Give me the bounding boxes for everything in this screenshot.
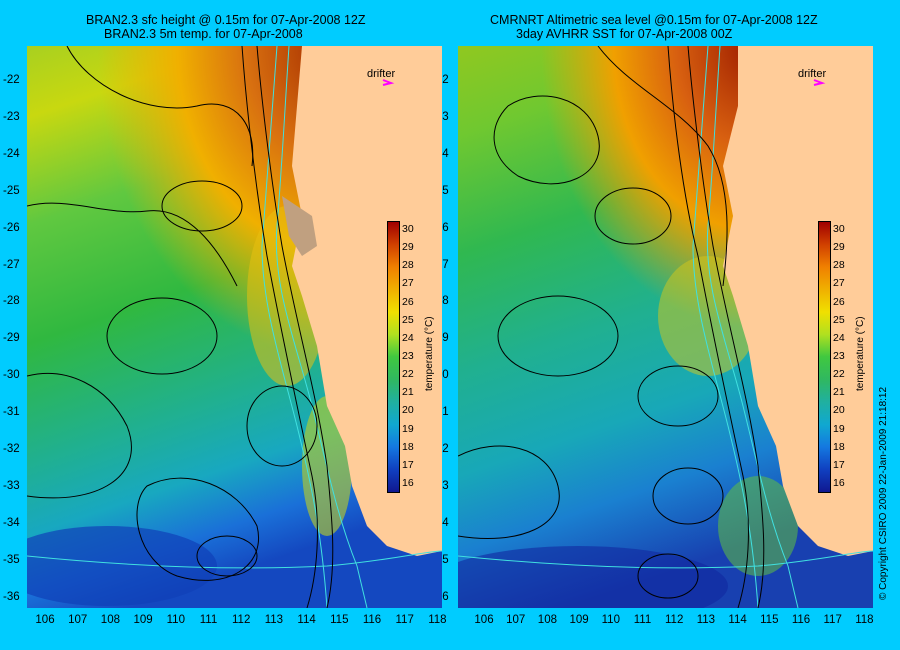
lat-tick-label: -27 bbox=[3, 258, 20, 271]
right-drifter-label: drifter bbox=[798, 68, 826, 80]
colorbar-tick-label: 28 bbox=[402, 259, 414, 272]
left-map-canvas: drifter bbox=[27, 46, 442, 608]
right-colorbar bbox=[818, 221, 831, 493]
lat-tick-label: -22 bbox=[3, 74, 20, 86]
right-drifter-icon bbox=[813, 79, 826, 86]
lat-tick-label: -35 bbox=[3, 553, 20, 566]
right-map-canvas: drifter bbox=[458, 46, 873, 608]
colorbar-tick-label: 28 bbox=[833, 259, 845, 272]
lat-tick-label: -32 bbox=[3, 443, 20, 455]
left-map-title-1: BRAN2.3 sfc height @ 0.15m for 07-Apr-20… bbox=[86, 13, 366, 27]
colorbar-tick-label: 20 bbox=[402, 404, 414, 417]
lat-tick-label: -23 bbox=[3, 110, 20, 123]
lon-tick-label: 106 bbox=[35, 614, 55, 626]
right-colorbar-ticks: 30 29 28 27 26 25 24 23 22 21 20 19 18 17 16 bbox=[833, 221, 863, 491]
lon-tick-label: 112 bbox=[665, 614, 684, 626]
right-map-title-1: CMRNRT Altimetric sea level @0.15m for 0… bbox=[490, 13, 818, 27]
colorbar-tick-label: 22 bbox=[402, 368, 414, 381]
lon-tick-label: 118 bbox=[855, 614, 874, 626]
colorbar-tick-label: 23 bbox=[833, 350, 845, 362]
left-map-panel: drifter 30 29 28 27 26 25 24 23 22 21 20 19 18 17 16 t… bbox=[27, 46, 442, 608]
left-colorbar-ticks: 30 29 28 27 26 25 24 23 22 21 20 19 18 17 16 bbox=[402, 221, 432, 491]
left-drifter-label: drifter bbox=[367, 68, 395, 80]
colorbar-tick-label: 26 bbox=[833, 295, 845, 308]
lon-tick-label: 111 bbox=[633, 614, 652, 626]
lon-tick-label: 110 bbox=[601, 614, 620, 626]
colorbar-tick-label: 18 bbox=[833, 440, 845, 453]
lat-tick-label: -26 bbox=[3, 221, 20, 234]
lon-tick-label: 118 bbox=[428, 614, 447, 626]
colorbar-tick-label: 22 bbox=[833, 368, 845, 381]
colorbar-tick-label: 27 bbox=[402, 277, 414, 290]
right-colorbar-label: temperature (°C) bbox=[855, 316, 866, 391]
lon-tick-label: 114 bbox=[297, 614, 316, 626]
lat-tick-label: -25 bbox=[3, 184, 20, 197]
colorbar-tick-label: 25 bbox=[833, 313, 845, 326]
lon-tick-label: 115 bbox=[760, 614, 779, 626]
left-map-title-2: BRAN2.3 5m temp. for 07-Apr-2008 bbox=[104, 27, 303, 41]
lat-tick-label: -30 bbox=[3, 369, 20, 382]
lon-tick-label: 109 bbox=[133, 614, 153, 626]
lon-tick-label: 113 bbox=[264, 614, 284, 626]
colorbar-tick-label: 26 bbox=[402, 295, 414, 308]
colorbar-tick-label: 20 bbox=[833, 404, 845, 417]
lon-tick-label: 113 bbox=[696, 614, 716, 626]
lon-tick-label: 110 bbox=[166, 614, 185, 626]
colorbar-tick-label: 30 bbox=[402, 223, 414, 235]
lon-tick-label: 115 bbox=[330, 614, 349, 626]
colorbar-tick-label: 30 bbox=[833, 223, 845, 235]
lat-tick-label: -24 bbox=[3, 147, 20, 160]
lon-tick-label: 108 bbox=[100, 614, 120, 626]
lat-tick-label: -36 bbox=[3, 590, 20, 603]
colorbar-tick-label: 16 bbox=[833, 477, 845, 489]
colorbar-tick-label: 29 bbox=[402, 241, 414, 254]
colorbar-tick-label: 16 bbox=[402, 477, 414, 489]
left-colorbar-label: temperature (°C) bbox=[424, 316, 435, 391]
lon-tick-label: 109 bbox=[569, 614, 589, 626]
lat-tick-label: -29 bbox=[3, 332, 20, 345]
lon-tick-label: 117 bbox=[823, 614, 842, 626]
lon-tick-label: 108 bbox=[537, 614, 557, 626]
colorbar-tick-label: 18 bbox=[402, 440, 414, 453]
colorbar-tick-label: 27 bbox=[833, 277, 845, 290]
colorbar-tick-label: 21 bbox=[833, 386, 845, 399]
colorbar-tick-label: 23 bbox=[402, 350, 414, 362]
colorbar-tick-label: 25 bbox=[402, 313, 414, 326]
colorbar-tick-label: 24 bbox=[833, 331, 845, 344]
lon-tick-label: 111 bbox=[199, 614, 218, 626]
left-land bbox=[292, 46, 442, 556]
left-colorbar bbox=[387, 221, 400, 493]
lon-tick-label: 116 bbox=[791, 614, 811, 626]
colorbar-tick-label: 24 bbox=[402, 331, 414, 344]
lat-tick-label: -28 bbox=[3, 295, 20, 308]
colorbar-tick-label: 17 bbox=[402, 458, 414, 471]
right-land bbox=[723, 46, 873, 556]
colorbar-tick-label: 17 bbox=[833, 458, 845, 471]
lon-tick-label: 107 bbox=[68, 614, 88, 626]
right-map-title-2: 3day AVHRR SST for 07-Apr-2008 00Z bbox=[516, 27, 733, 41]
colorbar-tick-label: 19 bbox=[402, 422, 414, 435]
lon-tick-label: 112 bbox=[232, 614, 251, 626]
colorbar-tick-label: 21 bbox=[402, 386, 414, 399]
lon-tick-label: 106 bbox=[474, 614, 494, 626]
lon-tick-label: 116 bbox=[362, 614, 382, 626]
lat-tick-label: -34 bbox=[3, 516, 20, 529]
copyright-text: © Copyright CSIRO 2009 22-Jan-2009 21:18… bbox=[878, 386, 889, 600]
colorbar-tick-label: 29 bbox=[833, 241, 845, 254]
lat-tick-label: -33 bbox=[3, 479, 20, 492]
right-map-panel: drifter 30 29 28 27 26 25 24 23 22 21 20 19 18 17 16 t… bbox=[458, 46, 873, 608]
lon-tick-label: 107 bbox=[506, 614, 526, 626]
lat-tick-label: -31 bbox=[3, 406, 20, 419]
lon-tick-label: 117 bbox=[395, 614, 414, 626]
lon-tick-label: 114 bbox=[728, 614, 747, 626]
colorbar-tick-label: 19 bbox=[833, 422, 845, 435]
left-drifter-icon bbox=[382, 79, 395, 86]
